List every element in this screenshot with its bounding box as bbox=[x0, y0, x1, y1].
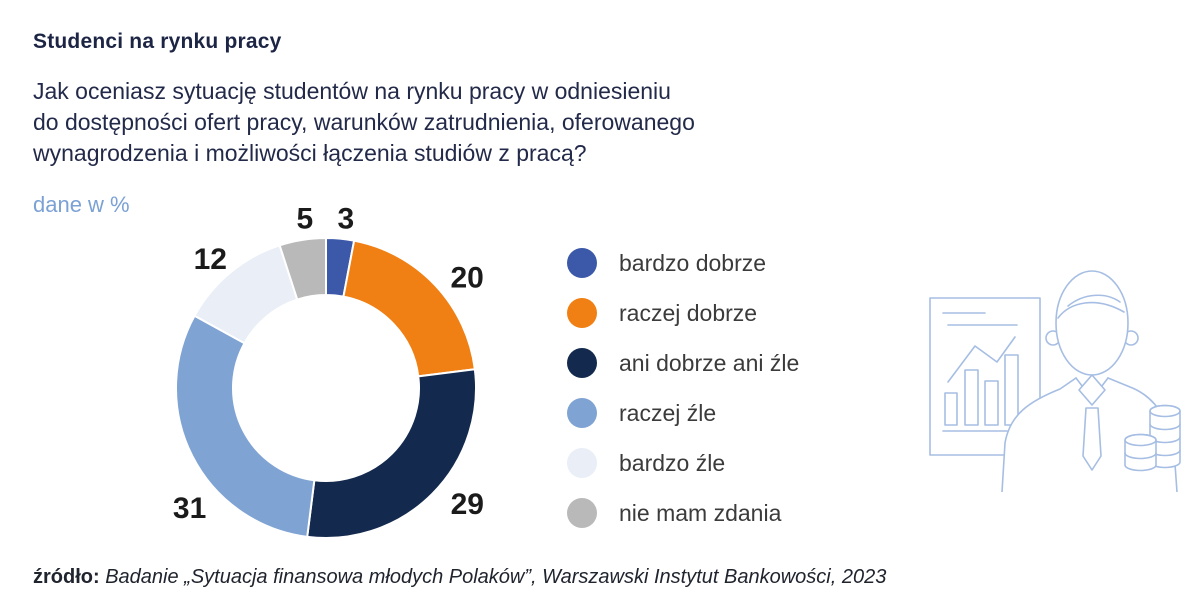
question-line: Jak oceniasz sytuację studentów na rynku… bbox=[33, 78, 671, 104]
legend-label: raczej źle bbox=[619, 399, 717, 426]
source-line: źródło: Badanie „Sytuacja finansowa młod… bbox=[33, 566, 886, 589]
donut-chart: 3 20 29 31 12 5 bbox=[173, 202, 484, 539]
tie-knot bbox=[1078, 374, 1106, 406]
legend-label: bardzo źle bbox=[619, 449, 726, 476]
source-label: źródło: bbox=[33, 566, 100, 588]
legend-label: bardzo dobrze bbox=[619, 249, 767, 276]
question-line: wynagrodzenia i możliwości łączenia stud… bbox=[33, 140, 587, 166]
legend-item-bardzo-dobrze: bardzo dobrze bbox=[567, 238, 799, 288]
businessman-report-coins-illustration bbox=[929, 270, 1181, 492]
donut-value-label: 5 bbox=[296, 203, 313, 236]
units-label: dane w % bbox=[33, 192, 130, 217]
survey-question: Jak oceniasz sytuację studentów na rynku… bbox=[33, 76, 695, 169]
donut-value-label: 12 bbox=[194, 243, 227, 276]
donut-slice-ani-dobrze-ani-zle bbox=[306, 368, 477, 539]
person-icon bbox=[1001, 270, 1178, 492]
donut-value-label: 20 bbox=[451, 261, 484, 294]
page-title: Studenci na rynku pracy bbox=[33, 30, 282, 53]
tie-icon bbox=[1082, 407, 1102, 471]
chart-legend: bardzo dobrze raczej dobrze ani dobrze ani… bbox=[567, 238, 799, 538]
legend-item-bardzo-zle: bardzo źle bbox=[567, 438, 799, 488]
source-text: Badanie „Sytuacja finansowa młodych Pola… bbox=[105, 566, 887, 588]
legend-label: raczej dobrze bbox=[619, 299, 758, 326]
legend-swatch bbox=[567, 298, 597, 328]
coins-icon bbox=[1124, 404, 1181, 472]
donut-slice-raczej-zle bbox=[175, 314, 316, 538]
legend-swatch bbox=[567, 398, 597, 428]
legend-item-raczej-zle: raczej źle bbox=[567, 388, 799, 438]
report-chart-icon bbox=[929, 297, 1041, 456]
legend-label: ani dobrze ani źle bbox=[619, 349, 800, 376]
legend-item-raczej-dobrze: raczej dobrze bbox=[567, 288, 799, 338]
legend-item-nie-mam-zdania: nie mam zdania bbox=[567, 488, 799, 538]
legend-swatch bbox=[567, 248, 597, 278]
donut-slice-nie-mam-zdania bbox=[278, 236, 327, 301]
donut-value-label: 29 bbox=[451, 488, 484, 521]
legend-swatch bbox=[567, 448, 597, 478]
legend-label: nie mam zdania bbox=[619, 499, 782, 526]
legend-item-ani-dobrze-ani-zle: ani dobrze ani źle bbox=[567, 338, 799, 388]
legend-swatch bbox=[567, 498, 597, 528]
legend-swatch bbox=[567, 348, 597, 378]
donut-value-label: 31 bbox=[173, 492, 206, 525]
question-line: do dostępności ofert pracy, warunków zat… bbox=[33, 109, 695, 135]
donut-value-label: 3 bbox=[338, 202, 355, 235]
